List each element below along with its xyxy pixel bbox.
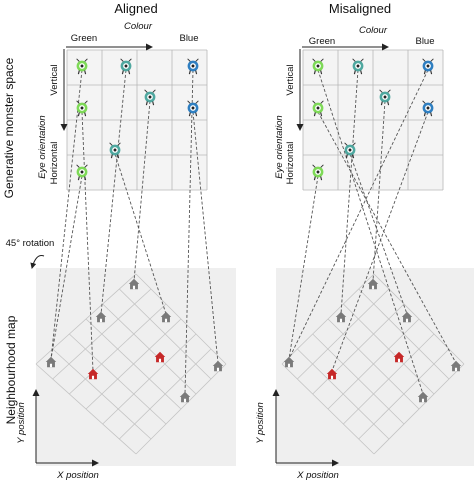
misaligned-y-label: Y position	[255, 402, 266, 444]
aligned-horizontal-label: Horizontal	[49, 142, 60, 185]
mapping-link	[133, 100, 151, 282]
aligned-monster-space: Colour Green Blue Eye orientation Vertic…	[37, 21, 208, 191]
aligned-y-label: Y position	[16, 402, 27, 444]
mapping-link	[81, 111, 94, 372]
neighbourhood-map-label: Neighbourhood map	[4, 315, 18, 424]
aligned-neighbourhood-map: Y position X position	[16, 268, 236, 481]
misaligned-colour-label: Colour	[359, 25, 388, 36]
mapping-link	[50, 69, 83, 360]
misaligned-x-label: X position	[296, 470, 339, 481]
mapping-link	[288, 175, 319, 360]
mapping-link	[192, 111, 219, 364]
mapping-link	[288, 69, 429, 360]
aligned-blue-label: Blue	[179, 33, 198, 44]
mapping-links	[50, 69, 457, 395]
mapping-link	[372, 100, 386, 282]
aligned-title: Aligned	[114, 1, 157, 16]
misaligned-green-label: Green	[309, 36, 335, 47]
aligned-colour-label: Colour	[124, 21, 153, 32]
rotation-label: 45° rotation	[6, 238, 55, 249]
misaligned-horizontal-label: Horizontal	[285, 142, 296, 185]
mapping-link	[317, 69, 424, 395]
misaligned-monster-space: Colour Green Blue Eye orientation Vertic…	[274, 25, 444, 191]
misaligned-neighbourhood-map: Y position X position	[255, 268, 474, 481]
mapping-link	[184, 69, 194, 395]
mapping-link	[100, 69, 127, 315]
misaligned-vertical-label: Vertical	[285, 64, 296, 95]
aligned-x-label: X position	[56, 470, 99, 481]
misaligned-title: Misaligned	[329, 1, 391, 16]
mapping-link	[50, 175, 83, 360]
mapping-link	[114, 153, 167, 315]
aligned-green-label: Green	[71, 33, 97, 44]
aligned-eye-orientation-label: Eye orientation	[37, 115, 48, 178]
misaligned-eye-orientation-label: Eye orientation	[274, 115, 285, 178]
generative-space-label: Generative monster space	[2, 57, 16, 198]
mapping-link	[317, 111, 457, 364]
mapping-link	[331, 111, 429, 372]
mapping-link	[340, 69, 359, 315]
rotation-arrow	[30, 255, 45, 269]
misaligned-blue-label: Blue	[415, 36, 434, 47]
mapping-link	[349, 153, 408, 315]
aligned-vertical-label: Vertical	[49, 64, 60, 95]
